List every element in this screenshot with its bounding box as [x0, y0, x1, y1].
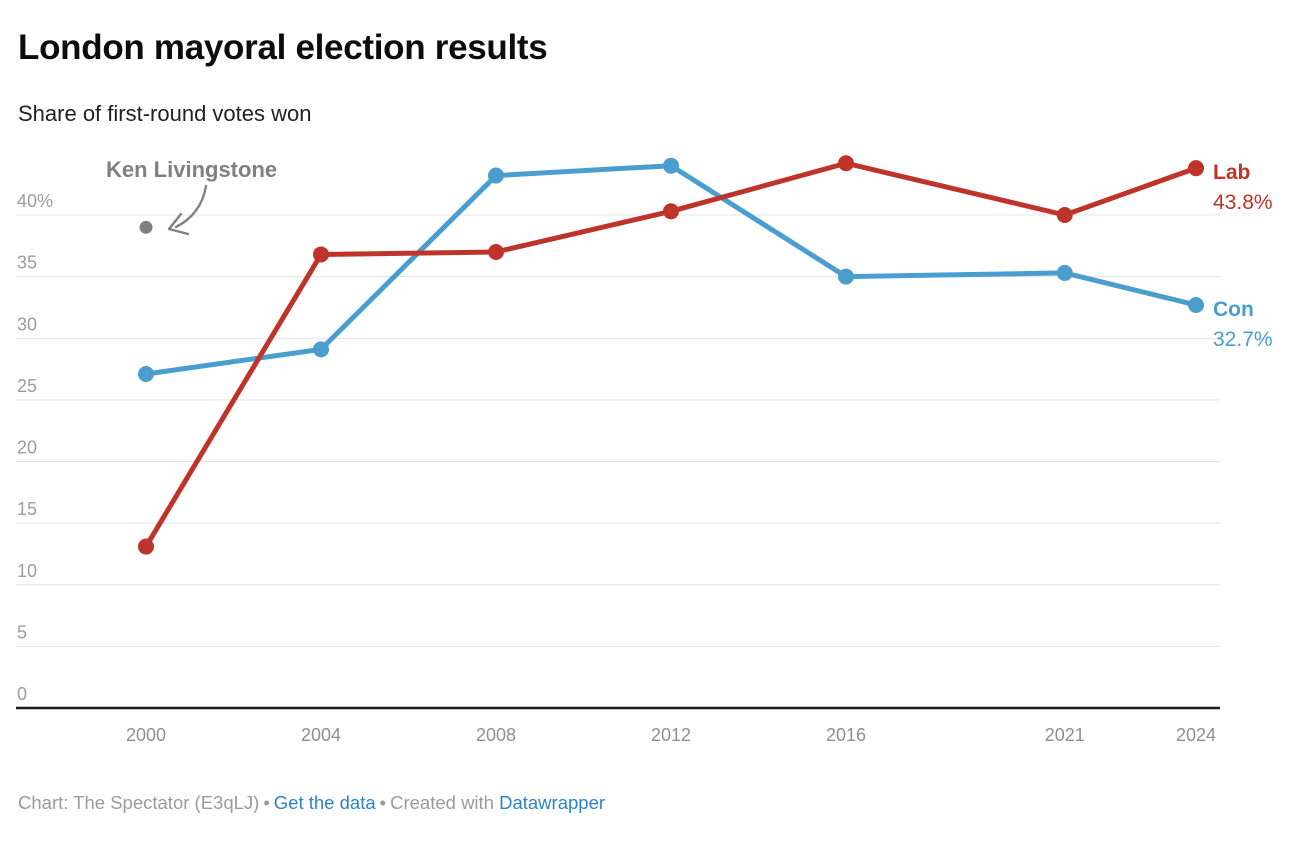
series-line-lab [143, 160, 1199, 550]
datawrapper-link[interactable]: Datawrapper [499, 792, 606, 813]
annotation-arrowhead-icon [167, 212, 190, 236]
footer-separator: • [263, 792, 270, 813]
data-point-lab-2004[interactable] [313, 246, 329, 263]
y-axis-tick-label: 5 [17, 622, 27, 642]
footer-separator: • [379, 792, 387, 813]
y-axis-tick-label: 0 [17, 684, 27, 704]
chart-title: London mayoral election results [18, 28, 548, 67]
series-end-value-lab: 43.8% [1213, 191, 1273, 214]
x-axis-tick-label: 2008 [476, 725, 516, 745]
x-axis-tick-label: 2004 [301, 725, 341, 745]
x-axis-tick-label: 2012 [651, 725, 691, 745]
chart-credit: Chart: The Spectator (E3qLJ) [18, 792, 260, 813]
data-point-lab-2000[interactable] [138, 538, 154, 555]
y-axis-tick-label: 35 [17, 253, 37, 273]
data-point-lab-2021[interactable] [1056, 207, 1073, 223]
get-the-data-link[interactable]: Get the data [273, 792, 376, 813]
data-point-con-2021[interactable] [1056, 264, 1073, 281]
y-axis-tick-label: 30 [17, 314, 37, 334]
data-point-lab-2008[interactable] [488, 243, 504, 260]
y-axis-tick-label: 25 [17, 376, 37, 396]
x-axis-tick-label: 2024 [1176, 725, 1216, 745]
x-axis-tick-label: 2021 [1045, 725, 1085, 745]
series-end-value-con: 32.7% [1213, 328, 1273, 351]
data-point-con-2024[interactable] [1188, 296, 1204, 313]
x-axis-tick-label: 2000 [126, 725, 166, 745]
series-end-label-lab: Lab [1213, 161, 1250, 184]
data-point-lab-2024[interactable] [1188, 160, 1204, 177]
annotation-point-ken-livingstone[interactable] [139, 220, 153, 234]
chart-footer: Chart: The Spectator (E3qLJ) • Get the dat… [18, 792, 605, 814]
created-with-text: Created with [390, 792, 494, 813]
data-point-con-2012[interactable] [663, 157, 679, 174]
annotation-label: Ken Livingstone [106, 157, 277, 182]
series-line-con [143, 163, 1199, 377]
data-point-lab-2016[interactable] [838, 155, 854, 172]
data-point-con-2004[interactable] [313, 341, 329, 358]
data-point-con-2000[interactable] [138, 365, 154, 382]
y-axis-tick-label: 10 [17, 561, 37, 581]
annotation-arrow [174, 184, 208, 229]
data-point-con-2016[interactable] [838, 268, 854, 285]
y-axis-tick-label: 15 [17, 499, 37, 519]
y-axis-tick-label: 40% [17, 191, 53, 211]
y-axis-tick-label: 20 [17, 438, 37, 458]
chart-subtitle: Share of first-round votes won [18, 101, 312, 126]
x-axis-tick-label: 2016 [826, 725, 866, 745]
series-end-label-con: Con [1213, 298, 1254, 321]
data-point-con-2008[interactable] [488, 167, 504, 184]
data-point-lab-2012[interactable] [663, 203, 679, 220]
